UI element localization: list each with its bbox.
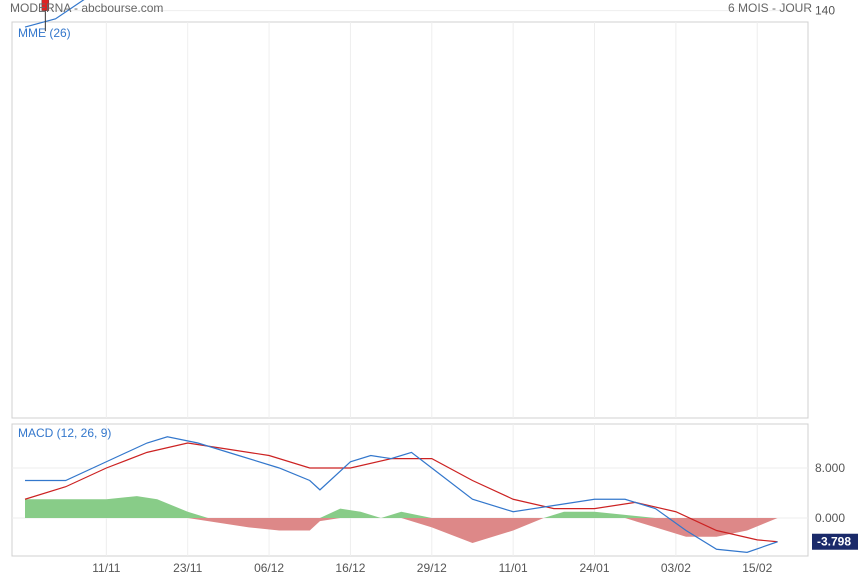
period-label: 6 MOIS - JOUR (727, 1, 812, 15)
candle-body (41, 0, 50, 11)
macd-line (25, 436, 778, 553)
macd-tick-label: 8.000 (815, 461, 845, 475)
x-tick-label: 24/01 (580, 561, 610, 575)
ema-legend: MME (26) (18, 26, 71, 40)
x-tick-label: 29/12 (417, 561, 447, 575)
macd-signal-line (24, 442, 778, 543)
macd-value-badge-bg (812, 533, 858, 550)
x-tick-label: 15/02 (742, 561, 772, 575)
x-tick-label: 23/11 (173, 561, 202, 575)
x-tick-label: 06/12 (254, 561, 284, 575)
macd-legend: MACD (12, 26, 9) (18, 426, 111, 440)
macd-value-badge: -3.798 (817, 535, 851, 549)
stock-title: MODERNA - abcbourse.com (10, 1, 164, 15)
candle (41, 0, 50, 32)
macd-histogram-positive (25, 496, 778, 518)
macd-histogram-negative (25, 518, 778, 543)
macd-panel (11, 423, 809, 557)
macd-tick-label: 0.000 (815, 511, 845, 525)
x-tick-label: 03/02 (661, 561, 691, 575)
y-tick-label: 140 (815, 4, 835, 18)
x-tick-label: 11/01 (499, 561, 528, 575)
x-tick-label: 11/11 (92, 561, 121, 575)
price-panel (11, 21, 809, 419)
x-tick-label: 16/12 (335, 561, 365, 575)
